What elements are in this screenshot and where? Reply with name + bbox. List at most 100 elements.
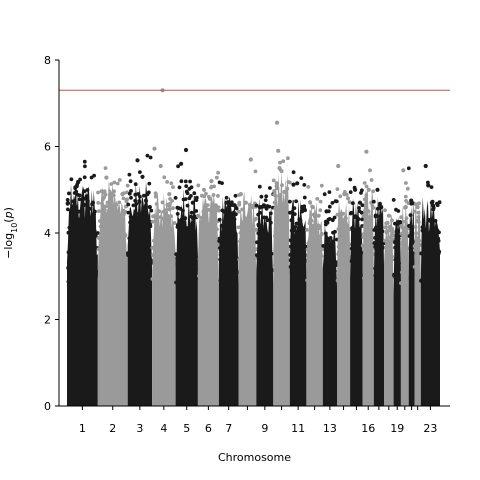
chromosome-2-hit-1 (108, 192, 113, 197)
chromosome-18-hit-0 (386, 213, 391, 218)
chromosome-8-hit-0 (238, 192, 243, 197)
chromosome-10-hit-3 (282, 189, 287, 194)
chromosome-9-hit-1 (265, 217, 270, 223)
chromosome-2-hit-3 (120, 192, 125, 197)
x-axis-label: Chromosome (218, 451, 291, 464)
chromosome-16-density (362, 186, 374, 406)
chromosome-10-points (271, 120, 292, 406)
chromosome-4-points (150, 88, 178, 406)
chromosome-3-points (126, 153, 154, 406)
chromosome-4-hit-3 (167, 192, 172, 197)
x-tick-label-11: 11 (291, 422, 305, 435)
chromosome-23-hit-2 (429, 200, 434, 205)
chromosome-23-points (419, 163, 442, 406)
chromosome-11-hit-2 (300, 209, 305, 214)
chromosome-13-hit-1 (330, 217, 335, 223)
chromosome-15-points (348, 177, 365, 406)
chromosome-17-hit-1 (379, 205, 384, 210)
chromosome-13-hit-0 (324, 209, 329, 214)
chromosome-16-points (360, 149, 376, 406)
y-axis-label: −log10(p) (2, 207, 19, 259)
chromosome-5-points (173, 147, 199, 406)
chromosome-8-points (236, 157, 259, 406)
chromosome-5-hit-2 (190, 200, 195, 205)
chromosome-11-hit-1 (295, 181, 300, 186)
chromosome-22-hit-0 (415, 205, 420, 210)
chromosome-12-hit-1 (316, 213, 321, 218)
chromosome-19-hit-0 (395, 222, 400, 227)
chromosome-14-hit-2 (345, 196, 351, 201)
chromosome-17-hit-0 (375, 187, 380, 192)
x-tick-label-7: 7 (225, 422, 232, 435)
y-axis-ticks: 0 2 4 6 8 (44, 54, 59, 413)
chromosome-6-hit-1 (209, 179, 214, 184)
chromosome-4-density (152, 192, 176, 406)
chromosome-11-points (288, 170, 309, 406)
points-layer (65, 88, 442, 406)
chromosome-2-hit-0 (104, 175, 109, 180)
chromosome-3-density (127, 182, 153, 406)
chromosome-1-density (67, 183, 98, 406)
x-tick-label-19: 19 (390, 422, 404, 435)
chromosome-10-hit-1 (276, 148, 281, 153)
x-tick-label-5: 5 (183, 422, 190, 435)
x-axis-ticks: 1 2 3 4 5 6 7 9 11 13 16 19 23 (79, 406, 437, 435)
chromosome-15-hit-1 (357, 200, 363, 205)
chromosome-7-points (217, 180, 240, 406)
chromosome-18-points (383, 208, 396, 406)
chromosome-20-hit-0 (401, 168, 406, 173)
chromosome-3-hit-0 (135, 158, 140, 163)
y-tick-label-4: 4 (44, 227, 51, 240)
chromosome-21-points (406, 166, 415, 406)
chromosome-20-density (400, 200, 409, 406)
chromosome-23-hit-1 (426, 183, 431, 188)
chromosome-4-hit-1 (158, 163, 163, 169)
chromosome-3-hit-3 (147, 205, 152, 210)
chromosome-14-hit-1 (342, 192, 347, 197)
chromosome-4-hit-0 (152, 146, 157, 151)
chromosome-20-hit-1 (403, 205, 408, 210)
chromosome-9-points (254, 184, 276, 406)
chromosome-16-hit-1 (366, 187, 371, 192)
chromosome-16-hit-0 (364, 149, 369, 154)
chromosome-14-points (335, 163, 352, 406)
chromosome-1-hit-1 (71, 205, 76, 210)
chromosome-18-density (384, 214, 394, 406)
x-tick-label-3: 3 (136, 422, 143, 435)
chromosome-12-hit-0 (310, 205, 315, 210)
chromosome-12-points (305, 183, 325, 406)
y-tick-label-0: 0 (44, 400, 51, 413)
chromosome-9-hit-0 (257, 205, 263, 210)
x-tick-label-1: 1 (79, 422, 86, 435)
chromosome-11-hit-0 (291, 182, 296, 187)
chromosome-15-hit-0 (353, 187, 358, 192)
chromosome-5-density (175, 188, 198, 406)
chromosome-21-density (408, 202, 415, 406)
chromosome-8-hit-2 (243, 200, 248, 205)
chromosome-6-density (197, 192, 219, 406)
chromosome-17-points (371, 187, 386, 406)
chromosome-1-hit-3 (90, 200, 95, 205)
chromosome-1-hit-2 (82, 202, 87, 207)
chromosome-1-hit-0 (65, 201, 70, 206)
chromosome-6-hit-2 (213, 205, 218, 210)
chromosome-13-density (322, 224, 337, 406)
chromosome-14-hit-0 (336, 163, 341, 169)
chromosome-9-density (256, 198, 274, 406)
chromosome-5-hit-1 (183, 147, 189, 153)
chromosome-5-hit-0 (179, 161, 184, 166)
chromosome-10-density (273, 170, 290, 406)
chromosome-21-hit-0 (409, 198, 414, 203)
chromosome-3-hit-1 (140, 174, 145, 179)
chromosome-6-points (196, 170, 221, 406)
chromosome-13-points (321, 190, 339, 406)
x-tick-label-16: 16 (361, 422, 375, 435)
y-tick-label-2: 2 (44, 314, 51, 327)
x-tick-label-6: 6 (205, 422, 212, 435)
x-tick-label-9: 9 (261, 422, 268, 435)
chromosome-10-hit-2 (277, 166, 282, 171)
chromosome-19-points (391, 198, 403, 406)
chromosome-6-hit-0 (201, 187, 207, 192)
x-tick-label-2: 2 (109, 422, 116, 435)
